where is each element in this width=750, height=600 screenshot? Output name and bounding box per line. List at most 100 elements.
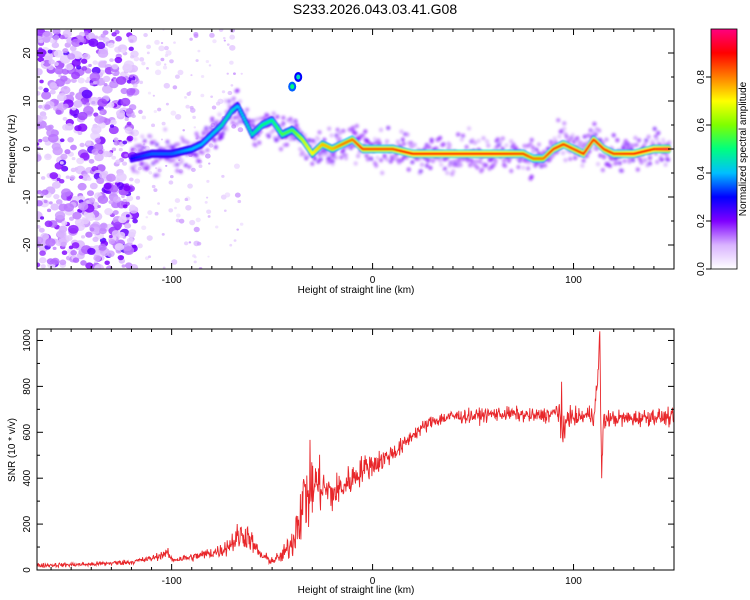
noise-blob [144, 256, 150, 260]
noise-blob [113, 137, 119, 142]
ridge-halo-blob [288, 116, 293, 122]
ridge-halo-blob [148, 134, 153, 139]
ridge-halo-blob [566, 138, 572, 144]
noise-blob [79, 42, 84, 46]
noise-blob [112, 196, 121, 203]
ridge-halo-blob [275, 114, 280, 119]
noise-blob [104, 208, 113, 216]
noise-blob [132, 218, 138, 224]
ridge-halo-blob [237, 99, 243, 104]
ridge-halo-blob [552, 136, 557, 141]
ridge-halo-blob [140, 161, 145, 166]
spectrogram-y-tick-label: -20 [22, 237, 33, 252]
noise-blob [88, 63, 92, 68]
noise-blob [129, 177, 134, 182]
ridge-halo-blob [311, 138, 316, 144]
noise-blob [193, 255, 197, 259]
noise-blob [233, 239, 237, 242]
noise-blob [38, 104, 43, 109]
noise-blob [197, 49, 201, 53]
noise-blob [216, 101, 221, 106]
snr-x-axis-label: Height of straight line (km) [298, 585, 415, 596]
noise-blob [171, 259, 178, 265]
noise-blob [97, 98, 108, 107]
ridge-band-core [249, 130, 253, 134]
snr-x-tick-label: -100 [162, 576, 182, 587]
noise-blob [109, 80, 119, 89]
noise-blob [38, 227, 45, 233]
ridge-halo-blob [330, 159, 335, 164]
noise-blob [109, 124, 115, 128]
ridge-halo-blob [214, 119, 220, 124]
noise-blob [223, 209, 227, 212]
noise-blob [107, 102, 115, 108]
noise-blob [72, 211, 82, 220]
noise-blob [69, 175, 76, 181]
noise-blob [76, 157, 85, 165]
noise-blob [103, 82, 108, 87]
ridge-halo-blob [429, 139, 434, 144]
ridge-halo-blob [146, 164, 151, 169]
ridge-halo-blob [536, 142, 542, 147]
ridge-halo-blob [619, 168, 625, 174]
noise-blob [152, 94, 155, 97]
ridge-halo-blob [509, 168, 514, 174]
noise-blob [70, 167, 76, 173]
ridge-halo-blob [636, 138, 642, 143]
ridge-halo-blob [634, 142, 639, 148]
ridge-halo-blob [601, 155, 607, 160]
ridge-halo-blob [410, 160, 415, 165]
ridge-halo-blob [595, 161, 601, 167]
noise-blob [108, 125, 119, 135]
ridge-halo-blob [525, 166, 531, 171]
noise-blob [67, 137, 74, 143]
noise-blob [77, 131, 83, 136]
snr-y-axis-label: SNR (10 * v/v) [7, 418, 18, 482]
noise-blob [81, 217, 90, 225]
noise-blob [233, 72, 236, 75]
noise-blob [58, 225, 68, 233]
noise-blob [146, 44, 152, 50]
noise-blob [108, 199, 114, 205]
noise-blob [137, 243, 143, 249]
ridge-halo-blob [266, 134, 272, 139]
ridge-halo-blob [607, 163, 613, 169]
noise-blob [222, 36, 226, 40]
noise-blob [122, 204, 128, 209]
noise-blob [71, 106, 77, 111]
noise-blob [38, 86, 43, 90]
noise-blob [205, 153, 211, 159]
noise-blob [190, 107, 196, 113]
ridge-halo-blob [654, 137, 660, 142]
noise-blob [71, 71, 81, 80]
ridge-halo-blob [348, 145, 354, 151]
noise-blob [100, 33, 106, 38]
noise-blob [172, 85, 178, 90]
noise-blob [108, 238, 116, 245]
noise-blob [229, 243, 233, 247]
ridge-halo-blob [557, 134, 562, 139]
noise-blob [91, 148, 100, 155]
noise-blob [82, 53, 91, 60]
noise-blob [200, 93, 205, 98]
noise-blob [102, 75, 111, 83]
ridge-halo-blob [455, 132, 461, 137]
ridge-halo-blob [254, 117, 260, 122]
ridge-halo-blob [659, 157, 665, 162]
noise-blob [98, 61, 107, 68]
ridge-halo-blob [528, 141, 533, 147]
spectrogram-y-tick-label: 20 [22, 47, 33, 59]
ridge-halo-blob [534, 147, 539, 152]
noise-blob [160, 42, 164, 45]
noise-blob [44, 104, 51, 110]
isolated-blob-core [296, 74, 301, 80]
noise-blob [192, 115, 196, 120]
ridge-halo-blob [611, 133, 616, 138]
noise-blob [37, 91, 41, 96]
ridge-band-core [238, 108, 242, 112]
noise-blob [102, 150, 111, 158]
noise-blob [229, 29, 236, 33]
noise-blob [233, 163, 240, 169]
